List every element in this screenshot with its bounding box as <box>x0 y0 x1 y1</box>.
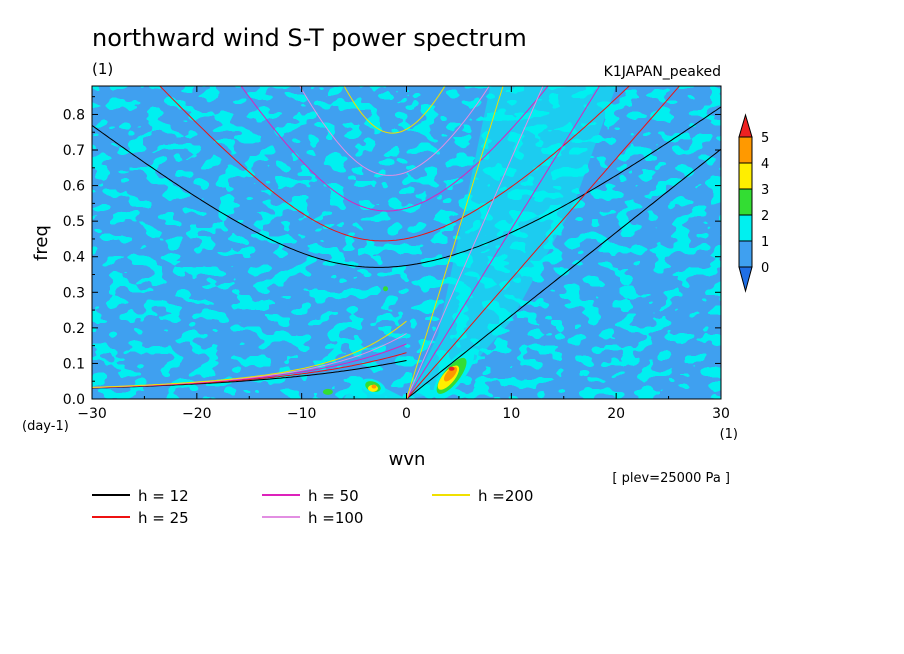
west-minor-peak <box>322 388 333 395</box>
colorbar-label: 0 <box>761 261 769 276</box>
x-tick-label: −30 <box>77 406 107 422</box>
y-tick-label: 0.8 <box>63 107 85 123</box>
y-tick-label: 0.4 <box>63 250 85 266</box>
x-tick-label: −20 <box>182 406 212 422</box>
gravity-wave-curve <box>240 86 549 212</box>
y-axis: 0.0 0.1 0.2 0.3 0.4 0.5 0.6 0.7 0.8 <box>63 96 721 408</box>
kelvin-curve <box>406 86 544 399</box>
isolated-peak <box>383 286 389 292</box>
colorbar-label: 5 <box>761 131 769 146</box>
colorbar-max-arrow <box>738 113 753 138</box>
colorbar-segment <box>738 188 753 216</box>
y-tick-label: 0.1 <box>63 356 85 372</box>
colorbar-segment <box>738 136 753 164</box>
east-peak-level4 <box>443 366 458 382</box>
x-axis-units: (1) <box>720 427 738 442</box>
legend-label: h =100 <box>308 509 363 527</box>
plot-area <box>92 86 721 399</box>
y-axis-units: (day-1) <box>22 419 69 434</box>
dispersion-curves <box>92 86 721 399</box>
colorbar-label: 3 <box>761 183 769 198</box>
colorbar-min-arrow <box>738 266 753 293</box>
x-axis: −30 −20 −10 0 10 20 30 <box>77 86 730 422</box>
east-peak-level5 <box>448 366 455 371</box>
gravity-wave-curve <box>343 86 446 134</box>
gravity-wave-curve <box>92 106 721 268</box>
gravity-wave-curve <box>159 86 631 242</box>
legend-label: h =200 <box>478 487 533 505</box>
colorbar-label: 4 <box>761 157 769 172</box>
legend-label: h = 12 <box>138 487 189 505</box>
y-tick-label: 0.7 <box>63 143 85 159</box>
kelvin-curve <box>406 148 721 399</box>
y-tick-label: 0.6 <box>63 179 85 195</box>
gravity-wave-curve <box>299 86 490 176</box>
x-axis-label: wvn <box>389 449 426 470</box>
x-tick-label: 30 <box>712 406 730 422</box>
dataset-label: K1JAPAN_peaked <box>604 64 721 80</box>
x-tick-label: 0 <box>402 406 411 422</box>
plev-annotation: [ plev=25000 Pa ] <box>612 471 730 486</box>
legend-label: h = 25 <box>138 509 189 527</box>
legend: h = 12 h = 25 h = 50 h =100 h =200 <box>92 487 533 527</box>
kelvin-curve <box>406 86 601 399</box>
colorbar-label: 1 <box>761 235 769 250</box>
colorbar: 0 1 2 3 4 5 <box>738 113 769 293</box>
chart-units: (1) <box>92 60 113 78</box>
x-tick-label: −10 <box>287 406 317 422</box>
x-tick-label: 20 <box>607 406 625 422</box>
colorbar-segment <box>738 162 753 190</box>
y-tick-label: 0.0 <box>63 392 85 408</box>
y-tick-label: 0.3 <box>63 285 85 301</box>
y-tick-label: 0.2 <box>63 321 85 337</box>
heatmap-noise-blobs <box>92 86 721 399</box>
legend-label: h = 50 <box>308 487 359 505</box>
chart-title: northward wind S-T power spectrum <box>92 24 527 52</box>
kelvin-curve <box>406 86 681 399</box>
y-tick-label: 0.5 <box>63 214 85 230</box>
colorbar-segment <box>738 214 753 242</box>
colorbar-segment <box>738 240 753 268</box>
heatmap-peaks <box>322 286 475 399</box>
x-tick-label: 10 <box>502 406 520 422</box>
colorbar-label: 2 <box>761 209 769 224</box>
mrg-curve <box>92 320 407 388</box>
west-peak-level4 <box>371 384 377 389</box>
y-axis-label: freq <box>31 225 52 261</box>
kelvin-curve <box>406 86 504 399</box>
eastward-wedge <box>406 86 617 399</box>
